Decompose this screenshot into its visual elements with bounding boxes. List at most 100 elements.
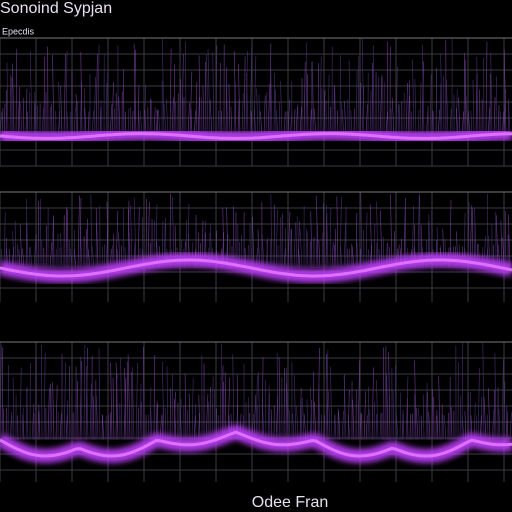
spike bbox=[493, 389, 495, 441]
spike bbox=[173, 64, 175, 137]
spike bbox=[270, 194, 273, 269]
spike bbox=[339, 55, 341, 137]
spike bbox=[161, 38, 165, 137]
spike bbox=[367, 386, 370, 441]
spike bbox=[12, 231, 15, 269]
spike bbox=[101, 246, 103, 269]
spike bbox=[257, 230, 261, 269]
spike bbox=[69, 241, 71, 269]
spike bbox=[371, 367, 374, 441]
spike bbox=[191, 378, 194, 441]
spike bbox=[93, 76, 96, 137]
spike bbox=[49, 242, 53, 269]
title: Sonoind Sypjan bbox=[0, 0, 112, 17]
spike bbox=[249, 45, 253, 137]
spike bbox=[420, 415, 423, 441]
spike bbox=[494, 353, 497, 441]
spike bbox=[327, 75, 330, 137]
spike bbox=[73, 248, 77, 269]
spike bbox=[127, 354, 131, 441]
spike bbox=[219, 343, 223, 441]
spike bbox=[89, 383, 92, 441]
spike bbox=[411, 413, 413, 441]
spike bbox=[127, 209, 131, 269]
spike bbox=[318, 240, 321, 269]
spike bbox=[198, 55, 201, 137]
spike bbox=[283, 367, 285, 441]
spike bbox=[421, 61, 424, 137]
spike bbox=[431, 389, 433, 441]
spike bbox=[306, 399, 309, 441]
spike bbox=[347, 414, 351, 441]
spike bbox=[55, 385, 58, 441]
spike bbox=[333, 244, 335, 269]
spike bbox=[461, 415, 465, 441]
spike bbox=[105, 83, 108, 137]
spike bbox=[75, 93, 79, 137]
spike bbox=[90, 194, 93, 269]
spike bbox=[52, 382, 55, 441]
spike bbox=[225, 67, 228, 137]
spike bbox=[421, 44, 425, 137]
spike bbox=[461, 342, 464, 441]
spike bbox=[133, 43, 137, 137]
spike bbox=[501, 359, 504, 441]
spike bbox=[269, 238, 272, 269]
spike bbox=[388, 352, 391, 441]
spike bbox=[293, 374, 297, 441]
spike bbox=[45, 225, 48, 269]
spike bbox=[273, 72, 275, 137]
spike bbox=[356, 240, 359, 269]
spike bbox=[29, 247, 31, 269]
spike bbox=[98, 348, 101, 441]
spike bbox=[59, 413, 62, 441]
spike bbox=[106, 201, 109, 269]
spike bbox=[77, 195, 80, 269]
spike bbox=[405, 376, 409, 441]
spike bbox=[305, 228, 307, 269]
spike bbox=[9, 411, 13, 441]
spike bbox=[155, 401, 158, 441]
spike bbox=[169, 48, 172, 137]
spike bbox=[101, 414, 105, 441]
spike bbox=[22, 414, 25, 441]
spike bbox=[153, 355, 156, 441]
spike bbox=[22, 248, 25, 269]
spike bbox=[279, 217, 281, 269]
spike bbox=[436, 410, 439, 441]
spike bbox=[80, 356, 83, 441]
spike bbox=[313, 402, 317, 441]
spike bbox=[256, 88, 259, 137]
spike bbox=[21, 407, 24, 441]
spike bbox=[63, 362, 67, 441]
spike bbox=[261, 234, 265, 269]
spike bbox=[197, 97, 200, 137]
spike bbox=[285, 367, 289, 441]
spike bbox=[323, 414, 325, 441]
spike bbox=[283, 248, 286, 269]
spike bbox=[79, 361, 83, 441]
spike bbox=[390, 194, 393, 269]
spike bbox=[166, 366, 169, 441]
spike bbox=[110, 362, 113, 441]
spike bbox=[295, 216, 298, 269]
spike bbox=[120, 357, 123, 441]
spike bbox=[270, 409, 273, 441]
spike bbox=[300, 398, 303, 441]
spike bbox=[372, 45, 375, 137]
spike bbox=[498, 409, 501, 441]
spike bbox=[487, 388, 491, 441]
spike bbox=[12, 377, 15, 441]
spike bbox=[399, 392, 402, 441]
spike bbox=[391, 97, 395, 137]
spike bbox=[15, 48, 18, 137]
spike bbox=[334, 228, 337, 269]
spike bbox=[198, 394, 201, 441]
spike bbox=[179, 78, 181, 137]
spike bbox=[91, 246, 95, 269]
spike bbox=[301, 397, 305, 441]
panel bbox=[0, 191, 512, 302]
spike bbox=[465, 95, 469, 137]
spike bbox=[380, 210, 383, 269]
spike bbox=[298, 248, 301, 269]
